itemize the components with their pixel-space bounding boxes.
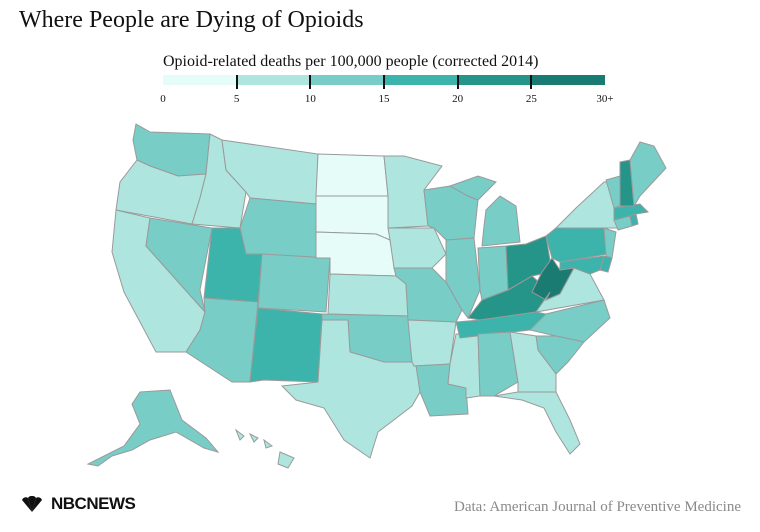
legend-tick xyxy=(383,75,385,89)
state-NJ xyxy=(603,227,617,259)
legend-tick-label: 10 xyxy=(304,93,316,105)
state-ME xyxy=(629,141,667,208)
legend-tick xyxy=(456,75,459,89)
state-NM xyxy=(249,307,323,383)
page-title: Where People are Dying of Opioids xyxy=(19,7,364,33)
state-MD xyxy=(559,255,605,275)
state-GA xyxy=(509,331,557,393)
state-TX xyxy=(280,319,421,459)
legend-ticks xyxy=(163,75,605,89)
legend-bin-4 xyxy=(457,75,532,85)
state-HI xyxy=(234,428,295,469)
state-IA xyxy=(387,227,447,269)
state-FL xyxy=(493,391,581,455)
state-KS xyxy=(327,273,409,317)
state-MI xyxy=(448,175,521,247)
legend-tick-label: 20 xyxy=(452,93,464,105)
state-CO xyxy=(257,253,331,313)
state-ND xyxy=(315,153,389,197)
legend-tick-label: 15 xyxy=(378,93,390,105)
state-AK xyxy=(86,389,220,467)
legend-tick xyxy=(235,75,238,89)
state-AL xyxy=(477,331,519,397)
legend-tick-label: 30+ xyxy=(596,93,614,105)
legend-bin-3 xyxy=(384,75,458,85)
logo-text: NBCNEWS xyxy=(51,494,136,513)
state-VA xyxy=(534,267,605,313)
state-IL xyxy=(445,237,481,319)
source-note: Data: American Journal of Preventive Med… xyxy=(454,499,741,515)
legend-tick xyxy=(309,75,312,89)
legend-bin-2 xyxy=(310,75,385,85)
state-AZ xyxy=(185,297,259,383)
state-MA xyxy=(613,203,650,221)
nbc-news-logo: NBCNEWS xyxy=(19,494,136,514)
legend-tick xyxy=(530,75,533,89)
legend-bin-5 xyxy=(531,75,606,85)
state-AR xyxy=(407,319,457,367)
legend-tick-label: 25 xyxy=(525,93,537,105)
legend-title: Opioid-related deaths per 100,000 people… xyxy=(163,53,539,70)
legend-color-bar xyxy=(163,75,606,85)
legend-bin-1 xyxy=(236,75,311,85)
state-WY xyxy=(239,197,317,259)
peacock-icon xyxy=(22,495,42,512)
legend-tick-label: 0 xyxy=(160,93,166,105)
legend-tick-label: 5 xyxy=(233,93,240,105)
state-NV xyxy=(145,217,213,314)
legend-bin-0 xyxy=(163,75,237,85)
